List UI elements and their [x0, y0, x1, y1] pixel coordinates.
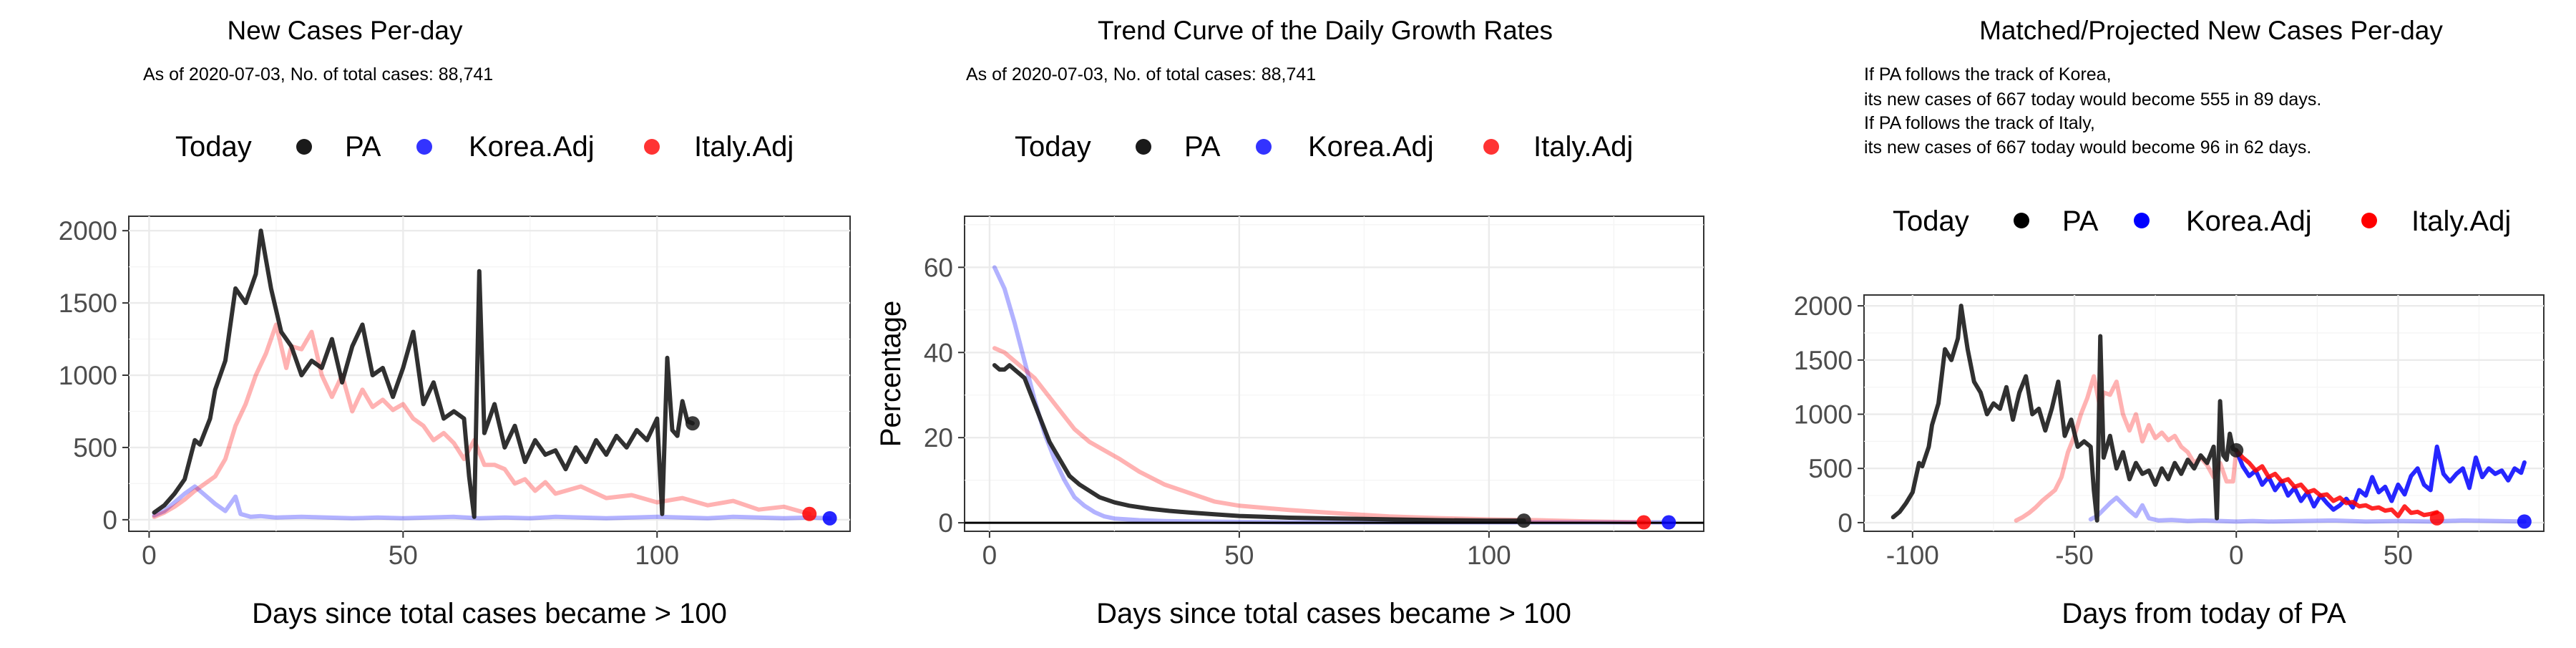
chart-panel-projection: Matched/Projected New Cases Per-day If P…	[1794, 16, 2545, 629]
legend-marker-korea	[1256, 139, 1272, 155]
today-point-pa	[2229, 443, 2244, 458]
legend-marker-italy	[644, 139, 660, 155]
plot-area	[128, 216, 851, 532]
y-axis-ticks: 0 500 1000 1500 2000	[59, 216, 129, 535]
series-line-korea-adj	[152, 484, 832, 521]
y-axis-label: Percentage	[875, 301, 907, 448]
y-tick-label: 60	[924, 253, 953, 282]
y-axis-ticks: 0 500 1000 1500 2000	[1794, 291, 1864, 538]
legend-title: Today	[175, 131, 252, 163]
chart-title: Matched/Projected New Cases Per-day	[1979, 16, 2443, 45]
x-tick-label: 50	[389, 541, 418, 570]
chart-subtitle-line-4: its new cases of 667 today would become …	[1864, 137, 2311, 158]
chart-subtitle: As of 2020-07-03, No. of total cases: 88…	[966, 64, 1316, 84]
x-axis-ticks: 0 50 100	[982, 531, 1511, 570]
legend-label-italy: Italy.Adj	[1533, 131, 1633, 163]
y-tick-label: 500	[1808, 454, 1853, 483]
today-point-pa	[685, 416, 700, 431]
chart-panel-growth-rates: Trend Curve of the Daily Growth Rates As…	[875, 16, 1704, 629]
series-lines	[152, 228, 832, 521]
y-tick-label: 1500	[1794, 346, 1853, 375]
x-axis-label: Days since total cases became > 100	[252, 598, 727, 629]
legend-label-pa: PA	[345, 131, 381, 163]
legend: Today PA Korea.Adj Italy.Adj	[1015, 131, 1633, 163]
y-tick-label: 1500	[59, 289, 117, 318]
today-points	[2229, 443, 2532, 529]
x-tick-label: 100	[635, 541, 679, 570]
y-tick-label: 40	[924, 338, 953, 367]
today-point-pa	[1516, 513, 1531, 528]
chart-title: Trend Curve of the Daily Growth Rates	[1098, 16, 1553, 45]
y-axis-ticks: 0 20 40 60	[924, 253, 965, 538]
today-point-italy-adj	[2429, 511, 2444, 526]
legend-label-korea: Korea.Adj	[2186, 205, 2312, 237]
chart-subtitle-line-1: If PA follows the track of Korea,	[1864, 64, 2112, 84]
y-tick-label: 0	[102, 506, 117, 535]
chart-subtitle: As of 2020-07-03, No. of total cases: 88…	[143, 64, 493, 84]
x-tick-label: 50	[1224, 541, 1254, 570]
series-line-pa	[992, 363, 1526, 523]
legend-marker-pa	[1136, 139, 1151, 155]
y-tick-label: 0	[1838, 508, 1853, 538]
legend-label-korea: Korea.Adj	[469, 131, 595, 163]
series-line-italy-adj-projection	[2234, 448, 2439, 518]
today-point-korea-adj	[822, 511, 837, 526]
x-axis-label: Days since total cases became > 100	[1096, 598, 1571, 629]
series-line-pa	[1890, 304, 2239, 523]
y-tick-label: 2000	[59, 216, 117, 246]
x-tick-label: 50	[2384, 541, 2413, 570]
chart-title: New Cases Per-day	[227, 16, 463, 45]
x-tick-label: 0	[142, 541, 157, 570]
legend-label-pa: PA	[1184, 131, 1221, 163]
legend-title: Today	[1015, 131, 1091, 163]
y-tick-label: 0	[938, 508, 953, 538]
legend-marker-pa	[2014, 213, 2029, 228]
y-tick-label: 1000	[1794, 400, 1853, 430]
series-line-korea-adj-projection	[2234, 444, 2527, 512]
legend-marker-korea	[416, 139, 432, 155]
series-line-pa	[152, 228, 695, 519]
x-tick-label: 0	[2229, 541, 2244, 570]
x-tick-label: -100	[1886, 541, 1939, 570]
today-point-korea-adj	[1662, 515, 1677, 530]
today-points	[1516, 513, 1677, 530]
legend-marker-italy	[2361, 213, 2377, 228]
legend-marker-italy	[1483, 139, 1499, 155]
chart-subtitle-line-3: If PA follows the track of Italy,	[1864, 113, 2095, 133]
today-point-italy-adj	[1636, 515, 1652, 530]
legend-label-korea: Korea.Adj	[1308, 131, 1434, 163]
legend-label-italy: Italy.Adj	[694, 131, 794, 163]
gridlines	[1864, 295, 2544, 531]
legend-marker-pa	[296, 139, 312, 155]
today-point-italy-adj	[802, 506, 817, 521]
y-tick-label: 20	[924, 423, 953, 453]
y-tick-label: 500	[73, 433, 117, 463]
x-tick-label: -50	[2055, 541, 2093, 570]
chart-subtitle-line-2: its new cases of 667 today would become …	[1864, 90, 2321, 110]
chart-panel-new-cases: New Cases Per-day As of 2020-07-03, No. …	[59, 16, 851, 629]
legend-label-pa: PA	[2062, 205, 2099, 237]
series-line-italy-adj	[152, 322, 812, 519]
x-axis-ticks: 0 50 100	[142, 531, 679, 570]
legend: Today PA Korea.Adj Italy.Adj	[175, 131, 794, 163]
legend-label-italy: Italy.Adj	[2411, 205, 2511, 237]
x-tick-label: 0	[982, 541, 997, 570]
today-point-korea-adj	[2517, 514, 2532, 529]
series-lines	[965, 265, 1704, 525]
x-axis-ticks: -100 -50 0 50	[1886, 531, 2413, 570]
legend-marker-korea	[2134, 213, 2150, 228]
today-points	[685, 416, 837, 526]
x-tick-label: 100	[1467, 541, 1511, 570]
series-lines	[1890, 304, 2527, 524]
y-tick-label: 2000	[1794, 291, 1853, 321]
legend: Today PA Korea.Adj Italy.Adj	[1893, 205, 2511, 237]
y-tick-label: 1000	[59, 361, 117, 390]
gridlines	[129, 216, 850, 531]
plot-area	[964, 216, 1704, 532]
x-axis-label: Days from today of PA	[2062, 598, 2346, 629]
series-line-korea-adj	[2088, 495, 2527, 524]
legend-title: Today	[1893, 205, 1969, 237]
